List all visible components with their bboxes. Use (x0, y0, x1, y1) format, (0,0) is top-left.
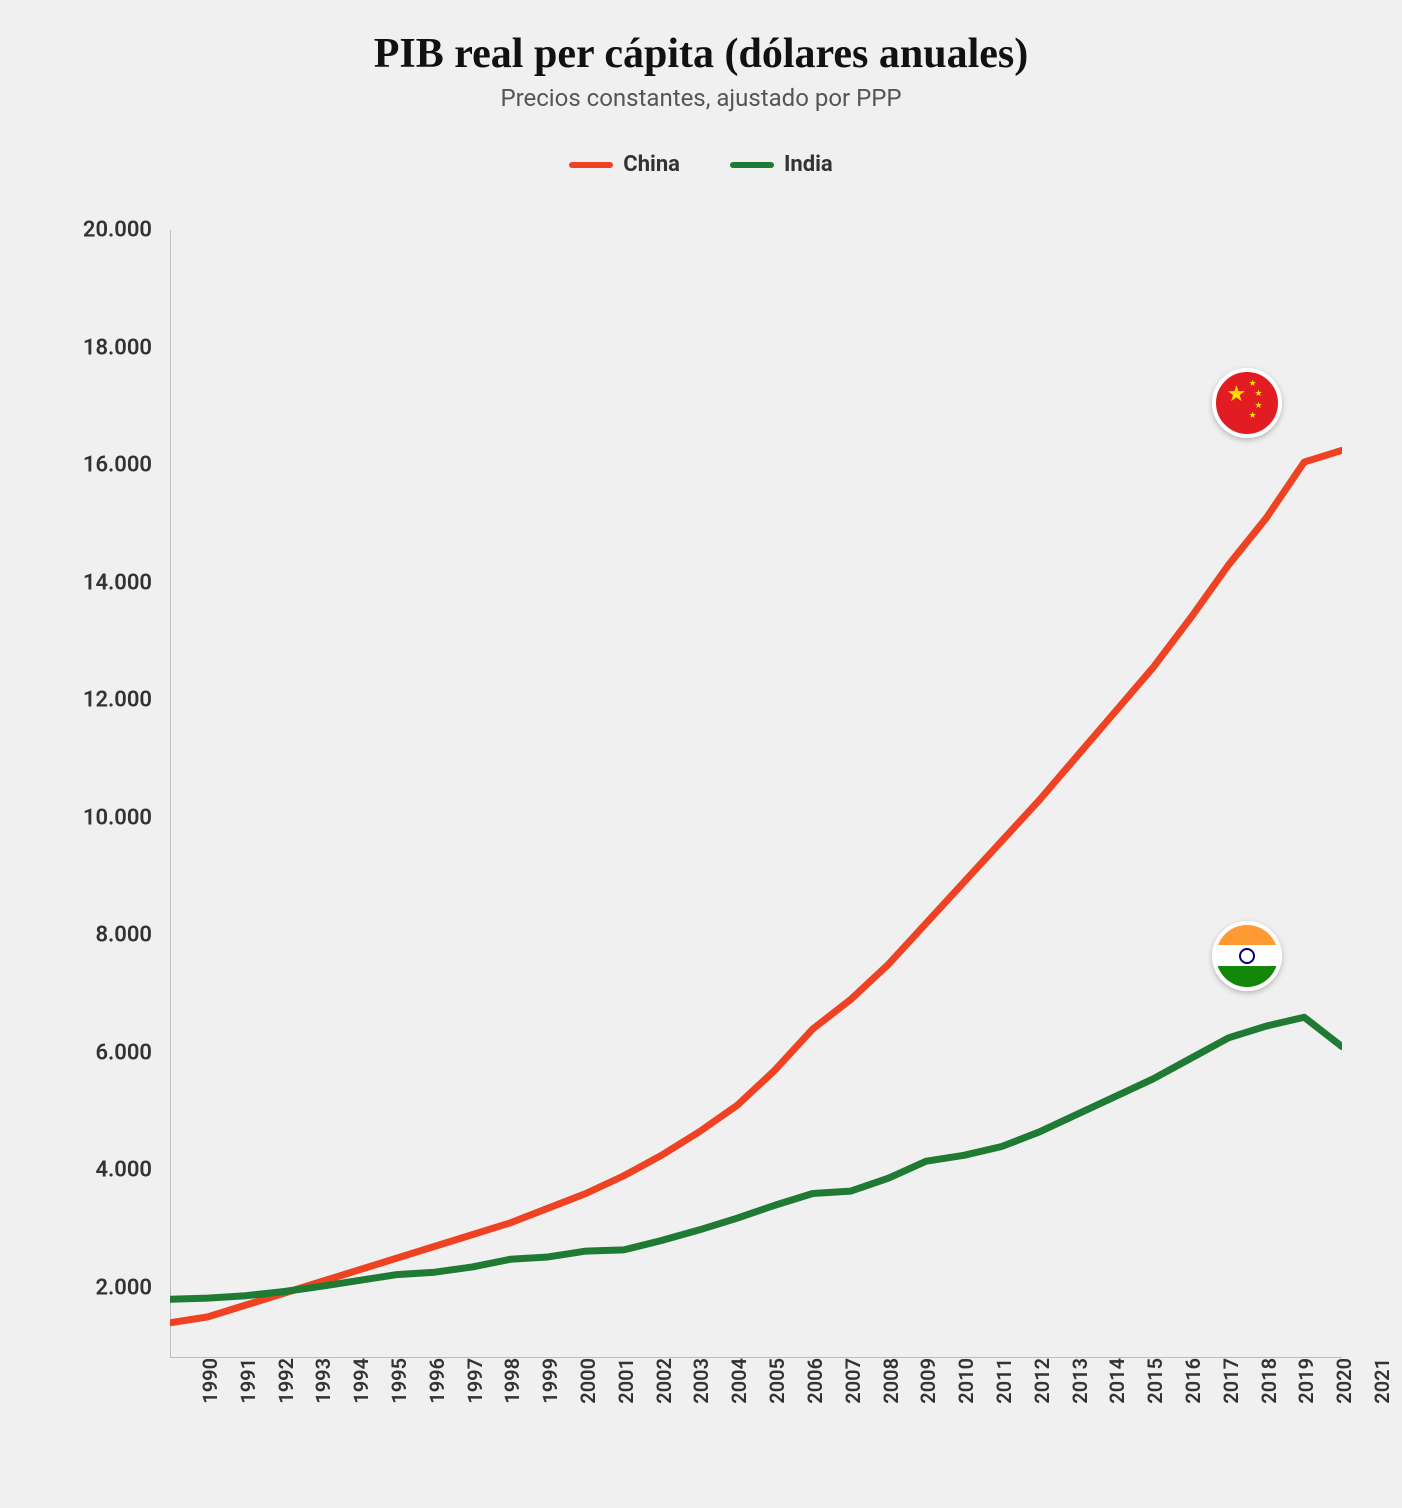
legend-label-india: India (784, 152, 833, 177)
y-tick-label: 2.000 (95, 1275, 170, 1300)
plot-area: 2.0004.0006.0008.00010.00012.00014.00016… (170, 230, 1342, 1358)
y-tick-label: 8.000 (95, 923, 170, 948)
chart-subtitle: Precios constantes, ajustado por PPP (0, 84, 1402, 112)
y-tick-label: 12.000 (83, 688, 170, 713)
legend-label-china: China (623, 152, 680, 177)
y-tick-label: 6.000 (95, 1040, 170, 1065)
legend-item-china: China (569, 152, 680, 177)
y-tick-label: 10.000 (83, 805, 170, 830)
legend-swatch-india (730, 162, 774, 168)
x-tick-label: 2021 (1330, 1358, 1394, 1404)
legend-swatch-china (569, 162, 613, 168)
y-tick-label: 14.000 (83, 570, 170, 595)
chart-title: PIB real per cápita (dólares anuales) (0, 30, 1402, 78)
y-tick-label: 4.000 (95, 1158, 170, 1183)
chart-container: PIB real per cápita (dólares anuales) Pr… (0, 0, 1402, 1508)
chart-legend: China India (0, 152, 1402, 177)
legend-item-india: India (730, 152, 833, 177)
china-flag-icon: ★★★★★ (1212, 368, 1282, 438)
plot-svg (170, 230, 1342, 1358)
y-tick-label: 18.000 (83, 335, 170, 360)
india-flag-icon (1212, 921, 1282, 991)
y-tick-label: 16.000 (83, 453, 170, 478)
y-tick-label: 20.000 (83, 218, 170, 243)
